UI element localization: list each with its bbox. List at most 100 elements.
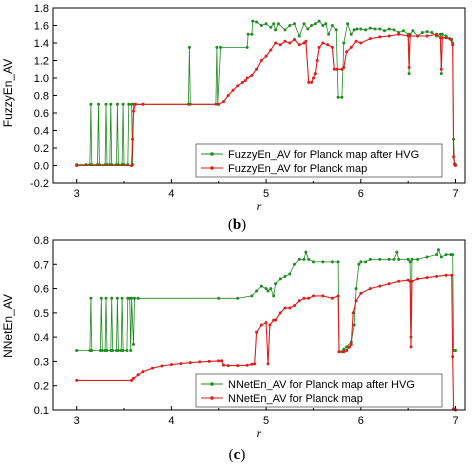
data-point-hvg — [288, 272, 292, 276]
data-point-planck — [207, 359, 211, 363]
data-point-planck — [330, 45, 334, 49]
series-group-fuzzyen — [75, 19, 457, 167]
data-point-hvg — [250, 294, 254, 298]
data-point-hvg — [334, 28, 338, 32]
legend-box-nneten — [195, 373, 443, 408]
data-point-hvg — [392, 257, 396, 261]
data-point-planck — [312, 76, 315, 80]
data-point-hvg — [99, 296, 103, 300]
data-point-planck — [243, 79, 247, 83]
data-point-hvg — [187, 45, 191, 49]
data-point-planck — [278, 311, 282, 315]
data-point-planck — [407, 66, 411, 69]
series-line-hvg-nneten — [76, 248, 456, 353]
x-tick-label: 3 — [74, 188, 80, 200]
data-point-planck — [444, 273, 448, 277]
data-point-planck — [132, 376, 135, 380]
data-point-hvg — [259, 284, 263, 288]
data-point-hvg — [246, 32, 250, 36]
data-point-planck — [226, 94, 230, 97]
data-point-planck — [368, 37, 372, 41]
data-point-hvg — [90, 349, 94, 352]
data-point-planck — [349, 45, 353, 49]
data-point-planck — [288, 41, 292, 45]
data-point-planck — [132, 109, 135, 113]
data-point-planck — [335, 67, 339, 71]
data-point-hvg — [302, 257, 306, 261]
data-point-planck — [312, 294, 315, 298]
y-tick-label: 0.0 — [34, 161, 49, 173]
data-point-hvg — [406, 257, 410, 261]
data-point-planck — [307, 296, 311, 300]
data-point-planck — [397, 32, 401, 36]
data-point-hvg — [383, 29, 386, 33]
data-point-planck — [150, 366, 154, 370]
data-point-hvg — [75, 349, 79, 352]
data-point-hvg — [454, 349, 457, 352]
x-tick-label: 6 — [358, 415, 364, 427]
data-point-planck — [321, 41, 325, 45]
legend-entry-hvg-fuzzyen: FuzzyEn_AV for Planck map after HVG — [228, 149, 419, 161]
y-tick-label: 0.1 — [34, 405, 49, 417]
data-point-planck — [342, 66, 346, 69]
data-point-hvg — [116, 349, 120, 352]
data-point-hvg — [269, 287, 273, 291]
data-point-planck — [378, 35, 382, 39]
legend-entry-hvg-nneten: NNetEn_AV for Planck map after HVG — [228, 379, 415, 391]
data-point-hvg — [111, 349, 115, 352]
y-tick-label: 0.5 — [34, 308, 49, 320]
y-tick-label: 0.6 — [34, 108, 49, 120]
data-point-planck — [250, 362, 254, 366]
x-tick-label: 4 — [168, 188, 174, 200]
data-point-planck — [359, 41, 363, 45]
data-point-planck — [378, 284, 382, 288]
y-ticks-fuzzyen: -0.2 0.0 0.2 0.4 0.6 0.8 1.0 1.2 1.4 1.6 1.8 — [30, 3, 57, 190]
data-point-hvg — [355, 27, 359, 31]
data-point-planck — [217, 359, 221, 363]
data-point-hvg — [330, 260, 334, 264]
data-point-planck — [326, 43, 330, 47]
x-tick-label: 3 — [74, 415, 80, 427]
data-point-planck — [160, 364, 164, 368]
data-point-hvg — [109, 102, 113, 106]
legend-marker-hvg-fuzzyen — [210, 152, 214, 156]
data-point-hvg — [387, 257, 391, 261]
data-point-hvg — [330, 24, 334, 27]
y-tick-label: 1.6 — [34, 21, 49, 33]
legend-entry-planck-fuzzyen: FuzzyEn_AV for Planck map — [228, 163, 367, 175]
data-point-hvg — [89, 102, 93, 106]
data-point-hvg — [439, 72, 443, 76]
data-point-hvg — [283, 28, 287, 32]
data-point-planck — [354, 39, 358, 43]
data-point-hvg — [276, 22, 280, 26]
data-point-hvg — [104, 102, 108, 106]
panel-label-letter-b: b — [233, 217, 241, 233]
x-tick-label: 4 — [168, 415, 174, 427]
data-point-hvg — [420, 31, 424, 34]
data-point-planck — [439, 67, 443, 71]
panel-label-letter-c: c — [234, 447, 241, 463]
data-point-planck — [75, 378, 79, 382]
y-tick-label: 0.4 — [34, 332, 49, 344]
y-tick-label: 0.2 — [34, 381, 49, 393]
data-point-hvg — [407, 72, 411, 76]
data-point-planck — [410, 279, 414, 283]
data-point-hvg — [312, 260, 315, 264]
data-point-hvg — [324, 22, 328, 26]
data-point-hvg — [359, 27, 363, 31]
data-point-planck — [440, 36, 444, 40]
data-point-hvg — [132, 342, 135, 346]
data-point-hvg — [368, 26, 372, 30]
data-point-hvg — [352, 323, 356, 327]
data-point-hvg — [136, 296, 140, 300]
data-point-planck — [188, 361, 192, 365]
data-point-planck — [278, 43, 282, 47]
data-point-planck — [245, 363, 249, 367]
data-point-hvg — [416, 257, 420, 261]
data-point-hvg — [317, 19, 321, 23]
data-point-hvg — [259, 24, 263, 27]
data-point-hvg — [411, 29, 415, 33]
data-point-planck — [450, 273, 454, 277]
series-group-nneten — [75, 248, 457, 412]
x-tick-label: 6 — [358, 188, 364, 200]
